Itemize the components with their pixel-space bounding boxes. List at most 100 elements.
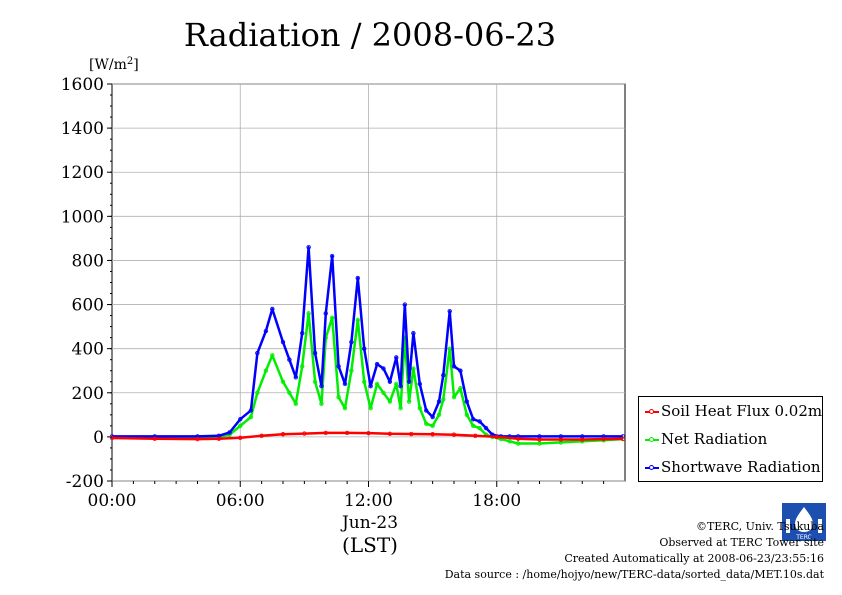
series-net-radiation-point	[312, 379, 318, 384]
series-soil-heat-flux-point	[537, 437, 542, 442]
series-shortwave-radiation-point	[300, 331, 305, 336]
chart-legend: Soil Heat Flux 0.02m Net Radiation Short…	[638, 396, 823, 482]
series-soil-heat-flux-point	[238, 435, 243, 440]
series-shortwave-radiation-point	[255, 350, 260, 356]
series-soil-heat-flux-point	[344, 430, 350, 436]
credit-copyright: ©TERC, Univ. Tsukuba	[695, 520, 824, 533]
legend-label-soil: Soil Heat Flux 0.02m	[661, 402, 823, 420]
series-shortwave-radiation-point	[458, 368, 463, 373]
x-tick-label: 00:00	[88, 491, 137, 511]
series-net-radiation-point	[441, 397, 446, 402]
series-net-radiation-point	[287, 390, 292, 395]
series-shortwave-radiation-point	[329, 253, 335, 259]
series-net-radiation-point	[368, 406, 373, 411]
y-tick-label: 1000	[61, 207, 104, 227]
series-shortwave-radiation-line	[112, 245, 623, 438]
series-shortwave-radiation-point	[306, 245, 311, 250]
y-tick-label: 1400	[61, 119, 104, 139]
series-shortwave-radiation-point	[342, 381, 348, 387]
series-net-radiation-point	[263, 368, 269, 373]
legend-item-soil-heat-flux: Soil Heat Flux 0.02m	[639, 401, 822, 421]
series-shortwave-radiation-point	[417, 381, 422, 387]
series-net-radiation-point	[477, 425, 482, 431]
series-soil-heat-flux-line	[111, 431, 623, 441]
series-shortwave-radiation-point	[451, 364, 457, 369]
y-tick-label: 1600	[61, 75, 104, 95]
legend-label-net: Net Radiation	[661, 430, 768, 448]
credit-data-source: Data source : /home/hojyo/new/TERC-data/…	[444, 568, 824, 581]
series-net-radiation-point	[406, 399, 412, 404]
series-shortwave-radiation-point	[336, 364, 341, 369]
y-axis-ticks: -200 0 200 400 600 800 1000 1200 1400 1600	[61, 75, 112, 492]
y-tick-label: -200	[66, 472, 104, 492]
series-net-radiation-point	[355, 317, 361, 323]
series-net-radiation-point	[507, 439, 512, 444]
series-soil-heat-flux-point	[259, 433, 264, 438]
series-net-radiation-point	[471, 423, 476, 429]
series-net-radiation-point	[381, 390, 386, 395]
svg-text:TERC: TERC	[795, 534, 812, 541]
series-net-radiation-point	[342, 406, 348, 411]
series-net-radiation-point	[451, 394, 457, 400]
credit-created: Created Automatically at 2008-06-23/23:5…	[564, 552, 824, 565]
x-axis-label-lst: (LST)	[342, 533, 398, 557]
y-tick-label: 200	[72, 384, 104, 404]
series-soil-heat-flux-point	[451, 432, 457, 437]
series-shortwave-radiation-point	[387, 379, 393, 384]
series-shortwave-radiation-point	[227, 430, 232, 435]
series-shortwave-radiation-point	[411, 331, 416, 336]
y-axis-label: [W/m2]	[89, 56, 139, 73]
series-shortwave-radiation-point	[319, 383, 324, 389]
series-shortwave-radiation-point	[471, 417, 476, 422]
series-shortwave-radiation-point	[394, 355, 399, 360]
grid-lines	[112, 83, 625, 482]
series-net-radiation-point	[394, 381, 399, 387]
series-soil-heat-flux-point	[620, 436, 626, 441]
series-shortwave-radiation-point	[381, 366, 386, 371]
series-shortwave-radiation-point	[406, 379, 412, 384]
series-net-radiation-point	[362, 379, 367, 384]
x-axis-label: Jun-23	[340, 513, 398, 533]
series-net-radiation-point	[424, 421, 429, 426]
series-net-radiation-point	[280, 379, 286, 384]
series-net-radiation-point	[374, 381, 380, 387]
series-net-radiation-line	[112, 312, 623, 445]
series-soil-heat-flux-point	[195, 436, 200, 442]
series-net-radiation-point	[293, 401, 299, 407]
series-soil-heat-flux-point	[558, 437, 564, 442]
legend-item-net-radiation: Net Radiation	[639, 429, 822, 449]
series-net-radiation-point	[329, 315, 335, 320]
series-shortwave-radiation-point	[436, 399, 442, 404]
series-shortwave-radiation-point	[293, 375, 299, 380]
series-net-radiation-point	[270, 353, 275, 358]
series-soil-heat-flux-point	[601, 436, 606, 442]
series-shortwave-radiation-point	[441, 372, 446, 378]
series-soil-heat-flux	[109, 430, 626, 442]
series-net-radiation-point	[458, 386, 463, 391]
series-net-radiation-point	[306, 311, 311, 316]
series-soil-heat-flux-point	[430, 432, 435, 437]
series-soil-heat-flux-point	[302, 431, 307, 436]
series-net-radiation	[109, 311, 626, 446]
series-net-radiation-point	[430, 423, 435, 429]
series-shortwave-radiation-point	[477, 419, 482, 424]
series-shortwave-radiation-point	[362, 346, 367, 351]
series-shortwave-radiation-point	[312, 350, 318, 356]
series-net-radiation-point	[248, 414, 254, 420]
series-shortwave-radiation	[109, 245, 626, 439]
series-shortwave-radiation-point	[398, 383, 403, 389]
series-net-radiation-point	[255, 390, 260, 395]
x-axis-ticks: 00:00 06:00 12:00 18:00	[88, 481, 605, 511]
legend-item-shortwave-radiation: Shortwave Radiation	[639, 457, 822, 477]
series-soil-heat-flux-point	[280, 432, 286, 437]
series-net-radiation-point	[464, 412, 470, 418]
series-net-radiation-point	[398, 406, 403, 411]
series-shortwave-radiation-point	[280, 339, 286, 345]
credit-observed: Observed at TERC Tower site	[659, 536, 824, 549]
series-shortwave-radiation-point	[270, 306, 275, 312]
series-shortwave-radiation-point	[483, 425, 489, 431]
series-net-radiation-point	[515, 441, 521, 446]
series-shortwave-radiation-point	[580, 434, 585, 439]
series-shortwave-radiation-point	[355, 275, 361, 281]
series-shortwave-radiation-point	[349, 339, 354, 345]
